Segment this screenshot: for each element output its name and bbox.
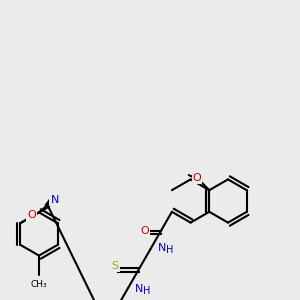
Text: N: N [135,284,143,294]
Text: S: S [111,261,118,272]
Text: CH₃: CH₃ [31,280,47,289]
Text: N: N [158,243,166,253]
Text: O: O [193,173,201,183]
Text: O: O [27,210,36,220]
Text: H: H [166,245,173,255]
Text: N: N [50,195,59,205]
Text: O: O [140,226,149,236]
Text: H: H [143,286,150,296]
